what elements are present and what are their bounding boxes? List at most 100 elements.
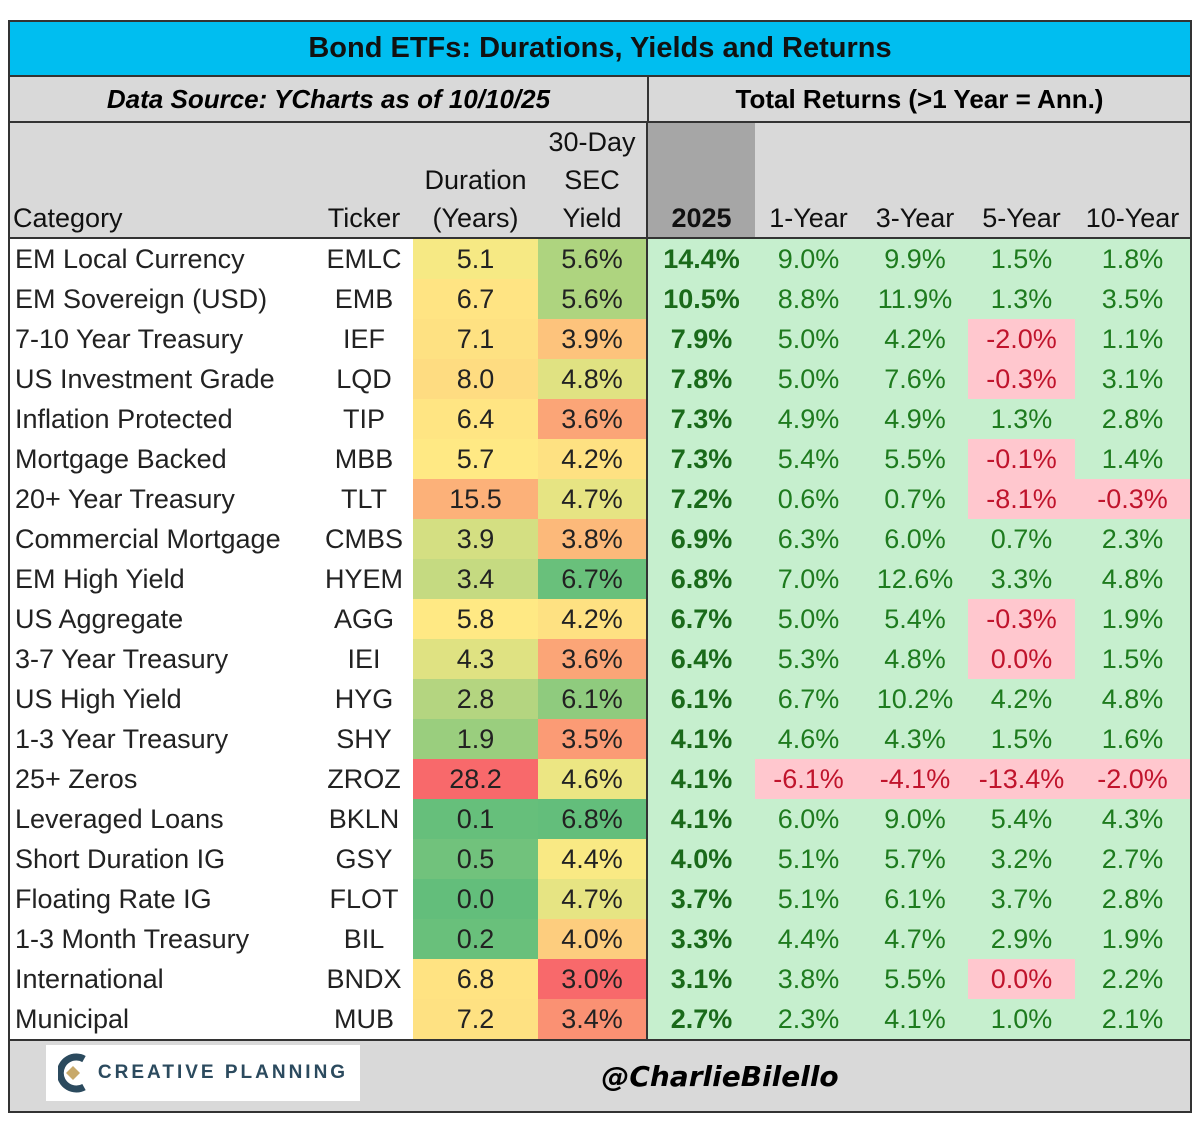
- table-row: 1-3 Year Treasury SHY 1.9 3.5% 4.1% 4.6% 4.3% 1…: [10, 719, 1190, 759]
- cell-duration: 28.2: [413, 759, 538, 799]
- cell-ret-1y: 4.4%: [755, 919, 862, 959]
- cell-ret-2025: 3.1%: [646, 959, 755, 999]
- header-duration: Duration (Years): [413, 123, 538, 239]
- cell-duration: 7.2: [413, 999, 538, 1039]
- cell-ret-10y: 2.8%: [1075, 879, 1190, 919]
- cell-ret-2025: 4.1%: [646, 719, 755, 759]
- cell-ret-2025: 6.4%: [646, 639, 755, 679]
- returns-header: Total Returns (>1 Year = Ann.): [735, 83, 1104, 114]
- cell-yield: 5.6%: [538, 279, 647, 319]
- cell-ret-5y: 0.7%: [968, 519, 1075, 559]
- cell-ret-10y: 1.9%: [1075, 599, 1190, 639]
- cell-ret-1y: 5.1%: [755, 879, 862, 919]
- cell-ret-10y: 2.8%: [1075, 399, 1190, 439]
- cell-ret-1y: 5.4%: [755, 439, 862, 479]
- cell-duration: 3.4: [413, 559, 538, 599]
- cell-ticker: FLOT: [329, 883, 399, 914]
- cell-ret-5y: 3.3%: [968, 559, 1075, 599]
- cell-ret-5y: -2.0%: [968, 319, 1075, 359]
- cell-duration: 5.1: [413, 238, 538, 279]
- table-row: US Aggregate AGG 5.8 4.2% 6.7% 5.0% 5.4% -0.3% 1…: [10, 599, 1190, 639]
- cell-ret-3y: 9.9%: [862, 238, 968, 279]
- cell-ret-1y: -6.1%: [755, 759, 862, 799]
- header-yield: 30-Day SEC Yield: [538, 123, 647, 239]
- cell-ticker: MBB: [334, 443, 394, 474]
- header-yield-l3: Yield: [562, 203, 622, 233]
- table-row: 25+ Zeros ZROZ 28.2 4.6% 4.1% -6.1% -4.1% -13.4…: [10, 759, 1190, 799]
- cell-ret-1y: 5.0%: [755, 359, 862, 399]
- cell-ret-10y: 4.8%: [1075, 559, 1190, 599]
- cell-category: 1-3 Month Treasury: [15, 923, 250, 954]
- data-table: Category Ticker Duration (Years) 30-Day SE…: [10, 123, 1190, 1039]
- cell-ret-3y: -4.1%: [862, 759, 968, 799]
- cell-ticker: LQD: [336, 363, 392, 394]
- table-row: Municipal MUB 7.2 3.4% 2.7% 2.3% 4.1% 1.0% 2.1%: [10, 999, 1190, 1039]
- cell-ret-2025: 7.2%: [646, 479, 755, 519]
- cell-ret-5y: 1.3%: [968, 279, 1075, 319]
- cell-ret-3y: 4.1%: [862, 999, 968, 1039]
- cell-ret-10y: 4.3%: [1075, 799, 1190, 839]
- cell-ret-1y: 4.9%: [755, 399, 862, 439]
- cell-ret-2025: 6.7%: [646, 599, 755, 639]
- header-2025: 2025: [646, 123, 755, 239]
- cell-ret-2025: 3.7%: [646, 879, 755, 919]
- cell-ret-10y: 1.8%: [1075, 238, 1190, 279]
- cell-category: EM Sovereign (USD): [15, 283, 268, 314]
- cell-ret-10y: 1.5%: [1075, 639, 1190, 679]
- table-row: 7-10 Year Treasury IEF 7.1 3.9% 7.9% 5.0% 4.2%…: [10, 319, 1190, 359]
- cell-duration: 0.5: [413, 839, 538, 879]
- cell-category: 20+ Year Treasury: [15, 483, 235, 514]
- table-row: Mortgage Backed MBB 5.7 4.2% 7.3% 5.4% 5.5% -0.…: [10, 439, 1190, 479]
- table-row: Floating Rate IG FLOT 0.0 4.7% 3.7% 5.1% 6.1% 3…: [10, 879, 1190, 919]
- header-row: Category Ticker Duration (Years) 30-Day SE…: [10, 123, 1190, 239]
- creative-planning-logo-icon: [57, 1053, 86, 1093]
- table-row: International BNDX 6.8 3.0% 3.1% 3.8% 5.5% 0.0%…: [10, 959, 1190, 999]
- cell-ticker: ZROZ: [327, 763, 401, 794]
- cell-ticker: BKLN: [328, 803, 400, 834]
- table-row: Inflation Protected TIP 6.4 3.6% 7.3% 4.9% 4.9…: [10, 399, 1190, 439]
- cell-ret-2025: 7.9%: [646, 319, 755, 359]
- cell-ret-3y: 6.1%: [862, 879, 968, 919]
- table-row: Short Duration IG GSY 0.5 4.4% 4.0% 5.1% 5.7% 3…: [10, 839, 1190, 879]
- cell-duration: 1.9: [413, 719, 538, 759]
- cell-ret-5y: -0.3%: [968, 359, 1075, 399]
- cell-ticker: EMB: [334, 283, 394, 314]
- cell-duration: 0.2: [413, 919, 538, 959]
- cell-yield: 4.0%: [538, 919, 647, 959]
- table-row: Leveraged Loans BKLN 0.1 6.8% 4.1% 6.0% 9.0% 5.…: [10, 799, 1190, 839]
- cell-duration: 6.8: [413, 959, 538, 999]
- cell-ticker: EMLC: [326, 243, 402, 274]
- cell-ret-3y: 9.0%: [862, 799, 968, 839]
- cell-ret-5y: 4.2%: [968, 679, 1075, 719]
- subheader: Data Source: YCharts as of 10/10/25 Tota…: [10, 77, 1190, 123]
- cell-ret-2025: 6.8%: [646, 559, 755, 599]
- table-row: US High Yield HYG 2.8 6.1% 6.1% 6.7% 10.2% 4.2%…: [10, 679, 1190, 719]
- cell-yield: 4.7%: [538, 879, 647, 919]
- cell-ret-2025: 7.8%: [646, 359, 755, 399]
- cell-category: Short Duration IG: [15, 843, 226, 874]
- cell-yield: 3.0%: [538, 959, 647, 999]
- cell-ret-3y: 5.7%: [862, 839, 968, 879]
- header-category: Category: [10, 123, 315, 239]
- cell-yield: 4.7%: [538, 479, 647, 519]
- table-row: EM Sovereign (USD) EMB 6.7 5.6% 10.5% 8.8% 11.…: [10, 279, 1190, 319]
- cell-ret-1y: 6.3%: [755, 519, 862, 559]
- cell-duration: 6.4: [413, 399, 538, 439]
- cell-ret-2025: 10.5%: [646, 279, 755, 319]
- cell-ret-1y: 5.0%: [755, 599, 862, 639]
- cell-category: Municipal: [15, 1003, 130, 1034]
- cell-duration: 0.1: [413, 799, 538, 839]
- cell-duration: 0.0: [413, 879, 538, 919]
- cell-ret-1y: 3.8%: [755, 959, 862, 999]
- cell-category: International: [15, 963, 164, 994]
- cell-ret-2025: 14.4%: [646, 238, 755, 279]
- cell-ret-10y: 2.2%: [1075, 959, 1190, 999]
- cell-ret-3y: 5.4%: [862, 599, 968, 639]
- table-row: 1-3 Month Treasury BIL 0.2 4.0% 3.3% 4.4% 4.7%…: [10, 919, 1190, 959]
- cell-ret-1y: 9.0%: [755, 238, 862, 279]
- cell-yield: 6.1%: [538, 679, 647, 719]
- cell-category: 1-3 Year Treasury: [15, 723, 229, 754]
- cell-duration: 5.8: [413, 599, 538, 639]
- cell-ticker: IEI: [347, 643, 381, 674]
- author-handle: @CharlieBilello: [601, 1059, 839, 1093]
